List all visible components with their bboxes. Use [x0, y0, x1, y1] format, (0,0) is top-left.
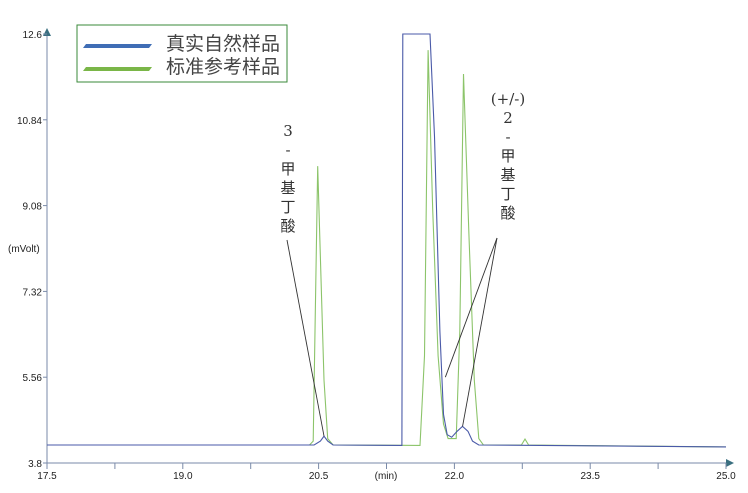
annotation-text: 丁: [280, 198, 295, 216]
annotation-text: 酸: [500, 204, 515, 222]
y-axis-label: (mVolt): [8, 244, 40, 255]
legend-label-real-sample: 真实自然样品: [166, 33, 280, 55]
series-lines: [47, 33, 727, 448]
y-tick-label: 12.6: [23, 30, 43, 41]
annotation-text: -: [505, 128, 510, 146]
axes: 17.5 19.0 20.5 22.0 23.5 25.0 12.6 10.84 9.08 7.3…: [17, 28, 736, 482]
x-axis-label: (min): [375, 471, 398, 482]
legend-swatch-reference-sample: [83, 67, 152, 71]
x-tick-label: 19.0: [173, 471, 193, 482]
annotation-text: 3: [283, 122, 293, 140]
annotation-text: (+/-): [491, 90, 525, 108]
y-tick-label: 10.84: [17, 116, 42, 127]
x-axis-arrow-icon: [726, 459, 734, 467]
x-tick-label: 23.5: [580, 471, 600, 482]
annotation-text: 甲: [500, 147, 515, 165]
annotation-leader-line: [462, 237, 498, 427]
annotation-text: 甲: [280, 160, 295, 178]
annotation-text: 基: [500, 166, 515, 184]
annotation-leader-line: [444, 237, 498, 378]
x-tick-label: 20.5: [309, 471, 329, 482]
y-tick-label: 7.32: [23, 287, 43, 298]
legend-box: [76, 24, 288, 83]
legend: 真实自然样品 标准参考样品: [76, 24, 288, 83]
y-tick-label: 9.08: [23, 202, 43, 213]
legend-swatch-real-sample: [83, 44, 152, 48]
y-tick-label: 3.8: [28, 459, 42, 470]
annotation-leader-line: [286, 239, 325, 437]
y-axis-arrow-icon: [43, 28, 51, 36]
series-line-real-sample: [47, 33, 727, 448]
y-tick-label: 5.56: [23, 373, 43, 384]
x-tick-label: 17.5: [37, 471, 57, 482]
annotation-text: 2: [503, 109, 513, 127]
annotation-text: 基: [280, 179, 295, 197]
x-tick-label: 25.0: [716, 471, 736, 482]
x-tick-label: 22.0: [445, 471, 465, 482]
annotation-text: 丁: [500, 185, 515, 203]
series-line-reference-sample: [47, 50, 727, 448]
legend-label-reference-sample: 标准参考样品: [166, 56, 280, 78]
annotation-text: 酸: [280, 217, 295, 235]
annotation-text: -: [285, 141, 290, 159]
